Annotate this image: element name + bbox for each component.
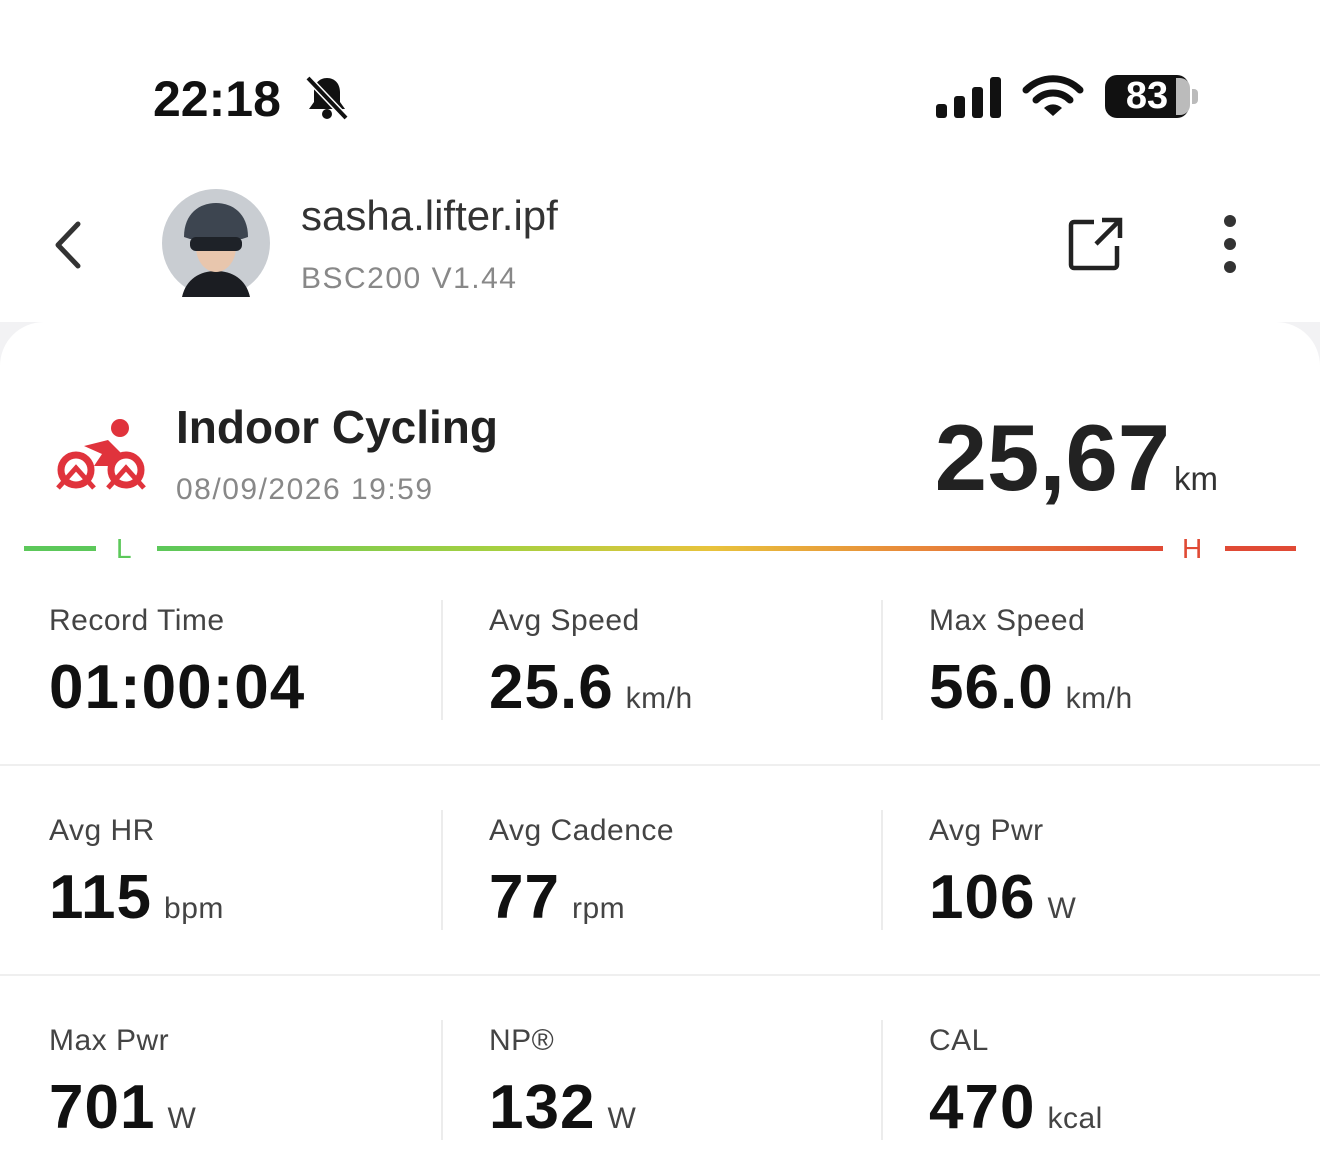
stat-row: 701 W bbox=[49, 1072, 196, 1143]
stat-unit: rpm bbox=[571, 892, 626, 925]
range-low: L bbox=[116, 533, 132, 564]
column-divider bbox=[441, 1020, 443, 1140]
cycling-icon bbox=[56, 419, 146, 490]
battery: 83 bbox=[1105, 75, 1189, 118]
activity-datetime: 08/09/2026 19:59 bbox=[176, 473, 434, 506]
range-bar bbox=[157, 546, 1163, 551]
battery-empty bbox=[1176, 78, 1190, 115]
range-high: H bbox=[1182, 533, 1203, 564]
stat-label: Avg Speed bbox=[489, 604, 640, 637]
stat-label: Max Speed bbox=[929, 604, 1086, 637]
range-high-line bbox=[1225, 546, 1296, 551]
stat-row: 25.6 km/h bbox=[489, 652, 693, 723]
battery-tip bbox=[1192, 89, 1198, 104]
stat-row: 56.0 km/h bbox=[929, 652, 1133, 723]
stat-row: 01:00:04 bbox=[49, 652, 305, 723]
stat-label: Max Pwr bbox=[49, 1024, 170, 1057]
stat-row: 470 kcal bbox=[929, 1072, 1103, 1143]
stat-unit: W bbox=[167, 1102, 197, 1135]
back-button[interactable] bbox=[48, 220, 88, 270]
column-divider bbox=[881, 1020, 883, 1140]
stat-unit: kcal bbox=[1047, 1102, 1103, 1135]
stat-label: CAL bbox=[929, 1024, 989, 1057]
battery-level: 83 bbox=[1125, 75, 1169, 117]
more-button[interactable] bbox=[1216, 214, 1244, 274]
stat-label: Avg Pwr bbox=[929, 814, 1044, 847]
stat-value: 701 bbox=[49, 1073, 156, 1142]
stat-unit: W bbox=[1047, 892, 1077, 925]
stat-row: 115 bpm bbox=[49, 862, 224, 933]
stat-unit: km/h bbox=[625, 682, 693, 715]
stat-value: 25.6 bbox=[489, 653, 614, 722]
column-divider bbox=[881, 600, 883, 720]
stat-value: 115 bbox=[49, 863, 153, 932]
stat-label: Avg Cadence bbox=[489, 814, 675, 847]
username: sasha.lifter.ipf bbox=[301, 192, 558, 239]
column-divider bbox=[441, 810, 443, 930]
activity-title: Indoor Cycling bbox=[176, 401, 498, 453]
stat-label: Avg HR bbox=[49, 814, 155, 847]
avatar[interactable] bbox=[162, 189, 270, 297]
share-button[interactable] bbox=[1066, 214, 1126, 272]
stat-unit: bpm bbox=[164, 892, 224, 925]
row-divider bbox=[0, 974, 1320, 976]
stat-row: 106 W bbox=[929, 862, 1076, 933]
column-divider bbox=[441, 600, 443, 720]
signal-icon bbox=[936, 77, 1001, 118]
mute-icon bbox=[305, 75, 349, 121]
stat-value: 77 bbox=[489, 863, 560, 932]
clock: 22:18 bbox=[153, 71, 281, 127]
wifi-icon bbox=[1022, 75, 1084, 116]
stat-unit: km/h bbox=[1065, 682, 1133, 715]
stat-row: 77 rpm bbox=[489, 862, 625, 933]
column-divider bbox=[881, 810, 883, 930]
stat-unit: W bbox=[607, 1102, 637, 1135]
distance-unit: km bbox=[1174, 460, 1218, 497]
stat-value: 132 bbox=[489, 1073, 596, 1142]
stat-value: 470 bbox=[929, 1073, 1036, 1142]
stat-row: 132 W bbox=[489, 1072, 636, 1143]
stat-value: 56.0 bbox=[929, 653, 1054, 722]
row-divider bbox=[0, 764, 1320, 766]
distance: 25,67 bbox=[934, 405, 1170, 510]
stat-value: 01:00:04 bbox=[49, 653, 306, 722]
range-low-line bbox=[24, 546, 96, 551]
stat-label: NP® bbox=[489, 1024, 555, 1057]
stat-label: Record Time bbox=[49, 604, 225, 637]
activity-card bbox=[0, 322, 1320, 1176]
stat-value: 106 bbox=[929, 863, 1036, 932]
device: BSC200 V1.44 bbox=[301, 262, 518, 295]
